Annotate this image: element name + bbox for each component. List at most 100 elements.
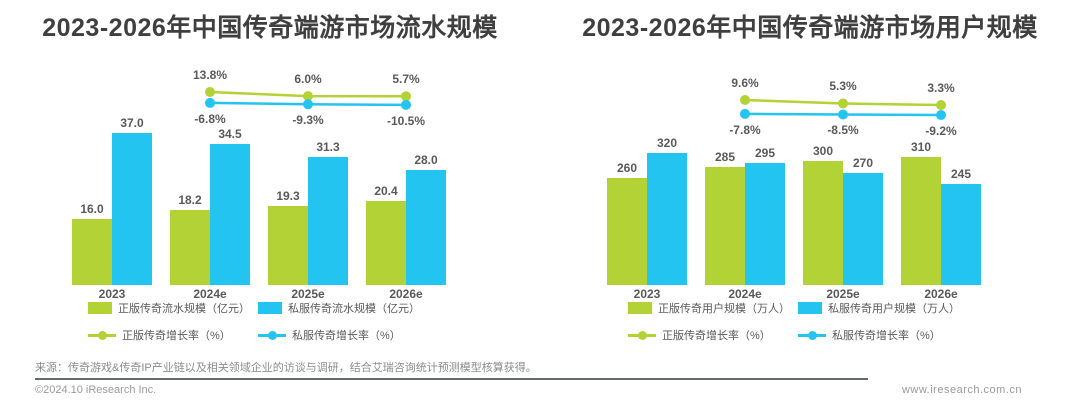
legend-label: 私服传奇流水规模（亿元） (288, 303, 420, 315)
growth-value-label: 5.7% (392, 72, 420, 87)
growth-value-label: -9.3% (292, 113, 324, 128)
bar-green (170, 210, 210, 285)
bar-value-label: 320 (656, 136, 678, 150)
line-marker (401, 99, 411, 110)
bar-green (72, 219, 112, 285)
bar-value-label: 18.2 (178, 193, 202, 207)
bar-value-label: 34.5 (218, 127, 242, 141)
growth-lines (205, 87, 411, 110)
legend-item: 私服传奇用户规模（万人） (798, 300, 960, 316)
bar-blue (647, 153, 687, 285)
legend-label: 正版传奇增长率（%） (122, 330, 231, 342)
bar-green (268, 206, 308, 285)
revenue-chart-panel: 2023-2026年中国传奇端游市场流水规模 16.0 18.2 19.3 20.4 3… (0, 0, 540, 355)
legend-bar-swatch-icon (628, 302, 652, 314)
users-chart-panel: 2023-2026年中国传奇端游市场用户规模 260 285 300 310 320 29… (540, 0, 1080, 355)
legend-row: 正版传奇增长率（%） 私服传奇增长率（%） (540, 327, 1080, 343)
line-marker (401, 91, 411, 102)
growth-value-label: 9.6% (731, 76, 759, 90)
x-axis-label: 2023 (633, 287, 661, 301)
growth-value-label: -7.8% (729, 122, 761, 137)
legend-item: 正版传奇增长率（%） (628, 327, 798, 343)
charts-row: 2023-2026年中国传奇端游市场流水规模 16.0 18.2 19.3 20.4 3… (0, 0, 1080, 355)
website-url: www.iresearch.com.cn (901, 384, 1022, 396)
bar-value-label: 295 (754, 146, 776, 160)
x-axis-label: 2023 (98, 287, 126, 301)
bar-value-label: 28.0 (414, 153, 438, 167)
bar-blue (745, 163, 785, 285)
legend-item: 私服传奇增长率（%） (258, 327, 401, 343)
chart-title: 2023-2026年中国传奇端游市场用户规模 (582, 14, 1038, 42)
bar-value-label: 31.3 (316, 140, 340, 154)
legend-bar-swatch-icon (798, 302, 822, 314)
line-marker (303, 91, 313, 102)
bar-green (803, 161, 843, 285)
line-marker (936, 100, 946, 111)
legend: 正版传奇用户规模（万人） 私服传奇用户规模（万人） 正版传奇增长率（%） 私服传奇增长… (540, 300, 1080, 354)
line-marker (303, 99, 313, 110)
line-marker (740, 108, 750, 119)
legend-line-swatch-icon (258, 329, 286, 341)
legend-item: 私服传奇流水规模（亿元） (258, 300, 420, 316)
legend-row: 正版传奇用户规模（万人） 私服传奇用户规模（万人） (540, 300, 1080, 316)
legend-label: 正版传奇流水规模（亿元） (118, 303, 250, 315)
bar-blue (843, 173, 883, 285)
bar-value-label: 19.3 (276, 189, 300, 203)
bar-value-label: 37.0 (120, 116, 144, 130)
plot-area: 16.0 18.2 19.3 20.4 37.0 34.5 31.3 28.0 13.8% 6.0… (0, 60, 540, 285)
legend-label: 私服传奇增长率（%） (292, 330, 401, 342)
bar-value-label: 285 (714, 150, 736, 164)
legend-line-swatch-icon (798, 329, 826, 341)
x-axis-label: 2026e (924, 287, 958, 301)
legend: 正版传奇流水规模（亿元） 私服传奇流水规模（亿元） 正版传奇增长率（%） 私服传奇增长… (0, 300, 540, 354)
x-axis: 2023 2024e 2025e 2026e (540, 287, 1080, 305)
bar-blue (112, 133, 152, 285)
x-axis-label: 2025e (826, 287, 860, 301)
bar-value-label: 300 (812, 144, 834, 158)
growth-value-label: 5.3% (829, 79, 857, 94)
legend-item: 正版传奇流水规模（亿元） (88, 300, 258, 316)
x-axis-label: 2024e (193, 287, 227, 301)
bar-value-label: 245 (950, 167, 972, 181)
legend-item: 正版传奇增长率（%） (88, 327, 258, 343)
legend-bar-swatch-icon (88, 302, 112, 314)
x-axis-label: 2026e (389, 287, 423, 301)
bar-value-label: 20.4 (374, 184, 398, 198)
bar-value-label: 310 (910, 140, 932, 154)
line-marker (838, 109, 848, 120)
line-marker (740, 95, 750, 105)
legend-bar-swatch-icon (258, 302, 282, 314)
bar-blue (941, 184, 981, 285)
chart-title: 2023-2026年中国传奇端游市场流水规模 (42, 14, 498, 42)
x-axis-label: 2024e (728, 287, 762, 301)
line-marker (838, 98, 848, 109)
copyright-text: ©2024.10 iResearch Inc. (35, 384, 157, 396)
legend-row: 正版传奇流水规模（亿元） 私服传奇流水规模（亿元） (0, 300, 540, 316)
line-marker (936, 110, 946, 121)
line-marker (205, 97, 215, 108)
x-axis: 2023 2024e 2025e 2026e (0, 287, 540, 305)
growth-lines (740, 95, 946, 121)
bar-green (705, 167, 745, 285)
growth-value-label: -10.5% (386, 113, 426, 128)
bar-blue (210, 144, 250, 285)
bar-value-label: 270 (852, 156, 874, 170)
legend-line-swatch-icon (88, 329, 116, 341)
footer-divider (35, 378, 868, 380)
bar-green (607, 178, 647, 285)
legend-label: 正版传奇增长率（%） (662, 330, 771, 342)
legend-item: 私服传奇增长率（%） (798, 327, 941, 343)
source-note: 来源：传奇游戏&传奇IP产业链以及相关领域企业的访谈与调研，结合艾瑞咨询统计预测… (35, 362, 537, 374)
bar-blue (308, 157, 348, 285)
legend-row: 正版传奇增长率（%） 私服传奇增长率（%） (0, 327, 540, 343)
growth-value-label: 3.3% (927, 81, 955, 96)
bar-value-label: 16.0 (80, 202, 104, 216)
bar-blue (406, 170, 446, 285)
legend-item: 正版传奇用户规模（万人） (628, 300, 798, 316)
legend-line-swatch-icon (628, 329, 656, 341)
bar-value-label: 260 (616, 161, 638, 175)
legend-label: 正版传奇用户规模（万人） (658, 303, 790, 315)
legend-label: 私服传奇增长率（%） (832, 330, 941, 342)
line-marker (205, 87, 215, 97)
